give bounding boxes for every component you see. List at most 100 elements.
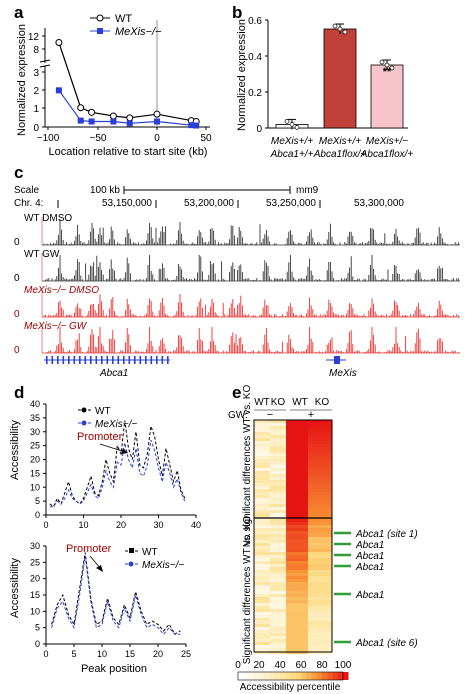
panel-d-series-line: [51, 552, 181, 635]
heatmap-cell: [254, 444, 270, 447]
panel-e-cbar-label: Accessibility percentile: [240, 682, 341, 693]
heatmap-cell: [286, 480, 308, 483]
heatmap-cell: [308, 618, 332, 621]
panel-a-series-segment: [156, 120, 192, 126]
heatmap-cell: [286, 462, 308, 465]
heatmap-cell: [254, 438, 270, 441]
abca1-exon: [46, 356, 48, 364]
panel-c-scale-label: Scale: [14, 185, 39, 196]
abca1-exon: [101, 356, 103, 364]
heatmap-cell: [254, 639, 270, 642]
heatmap-cell: [286, 621, 308, 624]
colorbar-segment: [327, 672, 333, 680]
heatmap-cell: [254, 579, 270, 582]
heatmap-cell: [270, 459, 286, 462]
panel-b-dot: [289, 122, 295, 127]
panel-b-dot: [337, 26, 343, 32]
heatmap-cell: [286, 561, 308, 564]
panel-d: d Accessibility 0 5 10 15 20 25 30 35 40 0 10 20 30 4…: [9, 383, 201, 675]
heatmap-cell: [270, 615, 286, 618]
panel-e-side-marks: [334, 531, 351, 644]
heatmap-cell: [270, 465, 286, 468]
heatmap-cell: [308, 504, 332, 507]
heatmap-cell: [286, 597, 308, 600]
heatmap-cell: [270, 480, 286, 483]
heatmap-cell: [286, 645, 308, 648]
heatmap-cell: [254, 540, 270, 543]
panel-a-point-ko: [77, 117, 84, 124]
heatmap-cell: [286, 528, 308, 531]
panel-d-bottom-ytick-label: 10: [30, 606, 40, 616]
colorbar-segment: [248, 672, 254, 680]
panel-e-side-label: Abca1 (site 1): [355, 529, 418, 540]
panel-d-top-ytick-label: 5: [35, 496, 40, 506]
colorbar-segment: [264, 672, 270, 680]
panel-b: b Normalized expression 0 0.2 0.4 0.6 **…: [232, 3, 413, 160]
abca1-exon: [117, 356, 120, 364]
heatmap-cell: [286, 471, 308, 474]
panel-c: c Scale Chr. 4: 100 kb mm9 53,150,000 53…: [14, 163, 460, 379]
panel-e-col-label: KO: [315, 397, 330, 408]
heatmap-cell: [286, 432, 308, 435]
heatmap-cell: [286, 477, 308, 480]
heatmap-cell: [254, 558, 270, 561]
heatmap-cell: [286, 420, 308, 423]
heatmap-cell: [308, 648, 332, 651]
heatmap-cell: [308, 459, 332, 462]
heatmap-cell: [308, 546, 332, 549]
heatmap-cell: [254, 648, 270, 651]
panel-c-zero: 0: [14, 273, 20, 284]
heatmap-cell: [254, 477, 270, 480]
panel-e-cbar-tick: 0: [235, 660, 241, 671]
colorbar-segment: [285, 672, 291, 680]
panel-e-side-label: Abca1: [355, 590, 384, 601]
legend-wt-marker: [96, 14, 104, 22]
heatmap-cell: [308, 537, 332, 540]
panel-a-series-segment: [129, 120, 158, 124]
heatmap-cell: [308, 444, 332, 447]
colorbar-segment: [243, 672, 249, 680]
heatmap-cell: [254, 486, 270, 489]
abca1-exon: [62, 356, 65, 364]
heatmap-cell: [270, 453, 286, 456]
heatmap-cell: [308, 597, 332, 600]
heatmap-cell: [270, 525, 286, 528]
heatmap-cell: [270, 420, 286, 423]
panel-e-gw-minus: −: [267, 409, 273, 421]
heatmap-cell: [286, 498, 308, 501]
heatmap-cell: [308, 636, 332, 639]
heatmap-cell: [270, 441, 286, 444]
heatmap-cell: [254, 621, 270, 624]
heatmap-cell: [270, 636, 286, 639]
panel-a-xtick: −100: [37, 133, 60, 144]
panel-a-ytick: 3: [33, 68, 39, 79]
panel-a-xtick: 0: [154, 133, 160, 144]
heatmap-cell: [308, 564, 332, 567]
legend-wt-marker: [81, 407, 87, 413]
panel-a-point-ko: [193, 122, 200, 129]
heatmap-cell: [254, 522, 270, 525]
heatmap-cell: [270, 483, 286, 486]
heatmap-cell: [308, 432, 332, 435]
heatmap-cell: [270, 492, 286, 495]
heatmap-cell: [308, 492, 332, 495]
colorbar-segment: [337, 672, 344, 680]
colorbar-segment: [238, 672, 244, 680]
heatmap-cell: [308, 543, 332, 546]
heatmap-cell: [254, 489, 270, 492]
heatmap-cell: [270, 627, 286, 630]
heatmap-cell: [254, 456, 270, 459]
heatmap-cell: [270, 639, 286, 642]
heatmap-cell: [254, 513, 270, 516]
panel-c-coord: 53,150,000: [102, 198, 152, 209]
panel-d-top-xtick-label: 0: [43, 520, 48, 530]
panel-d-top-ytick-label: 40: [30, 399, 40, 409]
heatmap-cell: [270, 549, 286, 552]
heatmap-cell: [308, 561, 332, 564]
heatmap-cell: [286, 615, 308, 618]
panel-d-bottom-xtick-label: 0: [43, 649, 48, 659]
panel-c-track-label: WT DMSO: [24, 213, 72, 224]
heatmap-cell: [270, 486, 286, 489]
panel-e-cbar-tick: 40: [274, 660, 286, 671]
panel-d-bottom-xtick-label: 25: [181, 649, 191, 659]
